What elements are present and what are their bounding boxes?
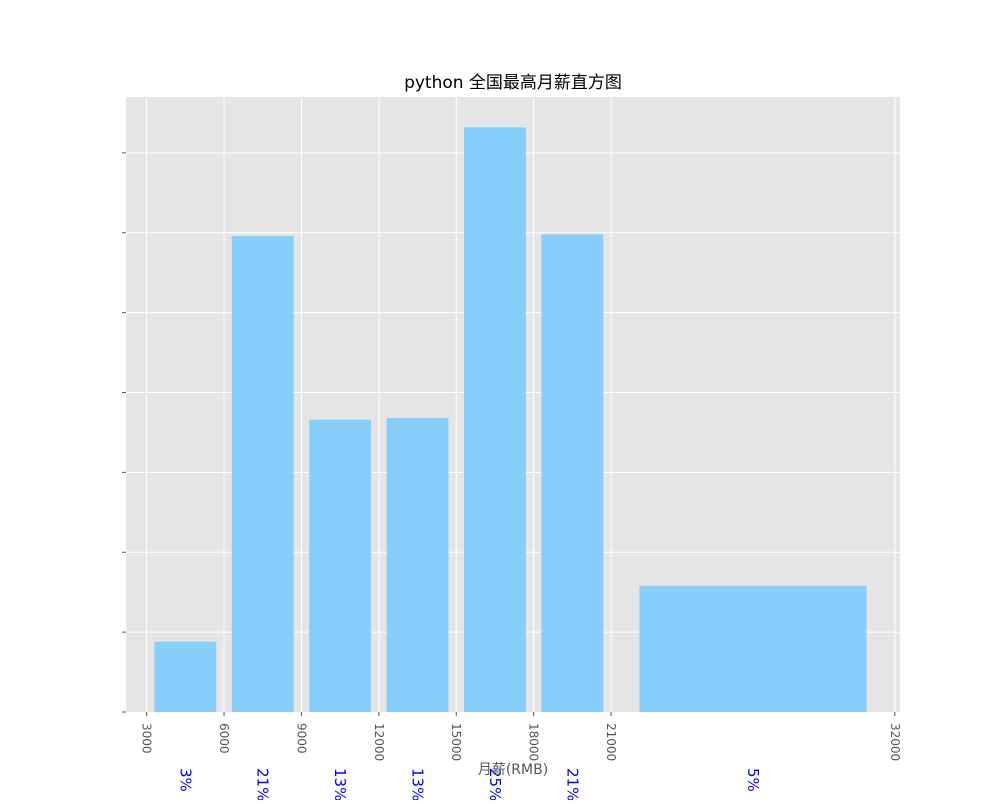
histogram-bar <box>541 234 604 712</box>
x-tick-label: 32000 <box>888 723 902 761</box>
bar-percent-label: 21% <box>563 768 581 800</box>
histogram-bar <box>386 418 449 712</box>
x-tick-label: 15000 <box>449 723 463 761</box>
histogram-bar <box>154 641 217 712</box>
x-tick-label: 9000 <box>294 723 308 754</box>
x-tick-label: 12000 <box>372 723 386 761</box>
bar-percent-label: 5% <box>744 768 762 792</box>
bar-percent-label: 13% <box>409 768 427 800</box>
x-tick-label: 3000 <box>140 723 154 754</box>
x-axis-label: 月薪(RMB) <box>478 762 548 778</box>
x-tick-label: 18000 <box>527 723 541 761</box>
histogram-bar <box>639 585 867 712</box>
chart-title: python 全国最高月薪直方图 <box>404 73 622 93</box>
histogram-bar <box>309 419 372 712</box>
x-tick-label: 21000 <box>604 723 618 761</box>
histogram-bar <box>463 127 526 712</box>
histogram-bar <box>231 235 294 712</box>
bar-percent-label: 21% <box>254 768 272 800</box>
bar-percent-label: 13% <box>331 768 349 800</box>
x-tick-label: 6000 <box>217 723 231 754</box>
bar-percent-label: 25% <box>486 768 504 800</box>
bar-percent-label: 3% <box>176 768 194 792</box>
